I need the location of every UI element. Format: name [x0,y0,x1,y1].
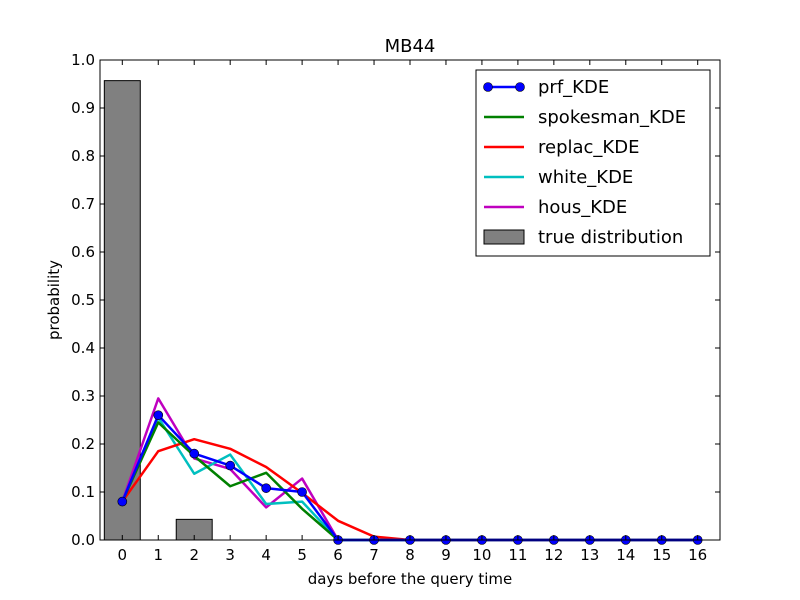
legend-swatch-true-distribution [483,229,525,245]
point-prf-kde-2 [189,448,200,459]
legend-marker-prf-kde [515,82,525,92]
legend-label-replac-kde: replac_KDE [538,137,639,158]
legend-marker-prf-kde [483,82,493,92]
x-tick-label: 5 [297,546,307,564]
x-tick-label: 14 [616,546,635,564]
x-tick-label: 10 [472,546,491,564]
x-tick-label: 13 [580,546,599,564]
y-tick-label: 1.0 [71,51,95,69]
legend: prf_KDE spokesman_KDE replac_KDE white_KDEh… [475,69,711,257]
y-tick-label: 0.8 [71,147,95,165]
point-prf-kde-5 [297,487,307,497]
chart-title: MB44 [385,36,436,57]
x-tick-label: 2 [189,546,199,564]
x-tick-label: 3 [225,546,235,564]
ticks-layer: 0 1 2 3 4 5 6 7 8 9 10 11 12 13 14 15 160.00.10.20.30.40… [71,51,720,564]
point-prf-kde-3 [225,460,235,471]
plot-frame [99,59,721,541]
x-tick-label: 15 [652,546,671,564]
legend-label-prf-kde: prf_KDE [538,77,609,98]
point-prf-kde-4 [261,483,271,493]
point-prf-kde-0 [117,496,128,507]
y-tick-label: 0.3 [71,387,95,405]
y-tick-label: 0.6 [71,243,95,261]
y-tick-label: 0.7 [71,195,95,213]
y-tick-label: 0.1 [71,483,95,501]
x-tick-label: 12 [544,546,563,564]
x-tick-label: 8 [405,546,415,564]
y-tick-label: 0.2 [71,435,95,453]
legend-label-hous-kde: hous_KDE [538,197,627,218]
legend-label-spokesman-kde: spokesman_KDE [538,107,686,128]
y-tick-label: 0.4 [71,339,95,357]
x-tick-label: 4 [261,546,271,564]
y-tick-label: 0.9 [71,99,95,117]
x-tick-label: 16 [688,546,707,564]
point-prf-kde-1 [153,410,164,421]
x-tick-label: 1 [153,546,163,564]
y-tick-label: 0.0 [71,531,95,549]
x-axis-label: days before the query time [308,570,513,588]
legend-label-white-kde: white_KDE [538,167,633,188]
y-tick-label: 0.5 [71,291,95,309]
x-tick-label: 11 [508,546,527,564]
x-tick-label: 0 [118,546,128,564]
y-axis-label: probability [45,260,63,340]
x-tick-label: 7 [369,546,379,564]
legend-label-true-distribution: true distribution [538,227,683,248]
x-tick-label: 9 [441,546,451,564]
x-tick-label: 6 [333,546,343,564]
legend-box [475,69,711,257]
